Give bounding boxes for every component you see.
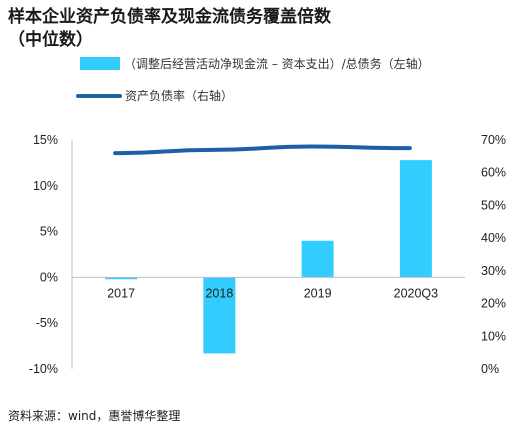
source-note: 资料来源：wind，惠誉博华整理	[8, 409, 181, 423]
legend-swatch-bar	[80, 57, 120, 70]
y-right-tick-label: 20%	[481, 297, 506, 311]
bar	[203, 277, 236, 354]
y-right-tick-label: 60%	[481, 166, 506, 180]
x-tick-label: 2019	[304, 286, 332, 300]
bar	[105, 277, 138, 280]
y-left-tick-label: 15%	[33, 133, 58, 147]
y-right-tick-label: 40%	[481, 231, 506, 245]
bar	[301, 240, 334, 278]
bar	[399, 160, 432, 278]
x-tick-label: 2020Q3	[394, 286, 439, 300]
y-left-tick-label: 10%	[33, 179, 58, 193]
legend-item-bar: （调整后经营活动净现金流 – 资本支出）/总债务（左轴）	[80, 55, 430, 72]
y-right-tick-label: 70%	[481, 133, 506, 147]
legend-label-line: 资产负债率（右轴）	[125, 89, 234, 103]
y-left-tick-label: 5%	[40, 225, 58, 239]
y-left-tick-label: 0%	[40, 270, 58, 284]
legend-label-bar: （调整后经营活动净现金流 – 资本支出）/总债务（左轴）	[124, 57, 430, 71]
y-left-tick-label: -10%	[29, 362, 58, 376]
legend-item-line: 资产负债率（右轴）	[76, 87, 233, 104]
x-tick-label: 2017	[107, 286, 135, 300]
x-tick-label: 2018	[205, 286, 233, 300]
y-right-tick-label: 30%	[481, 264, 506, 278]
y-right-tick-label: 10%	[481, 329, 506, 343]
y-right-tick-label: 50%	[481, 198, 506, 212]
line-series-debt-ratio	[113, 144, 412, 156]
chart-title: 样本企业资产负债率及现金流债务覆盖倍数 （中位数）	[8, 7, 331, 50]
legend-swatch-line	[76, 93, 122, 98]
y-right-tick-label: 0%	[481, 362, 499, 376]
y-left-tick-label: -5%	[36, 316, 58, 330]
